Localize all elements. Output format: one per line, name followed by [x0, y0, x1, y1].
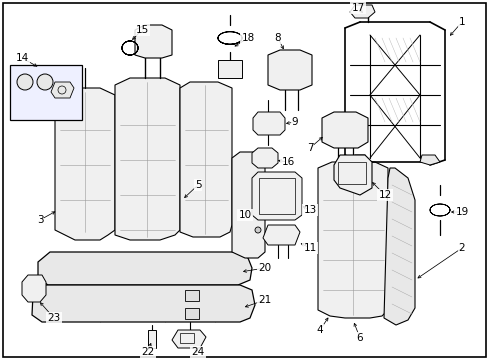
Bar	[259, 178, 294, 214]
Text: 1: 1	[458, 17, 465, 27]
Polygon shape	[55, 88, 115, 240]
Bar	[184, 308, 199, 319]
Text: 15: 15	[135, 25, 148, 35]
Polygon shape	[349, 5, 374, 18]
Polygon shape	[251, 148, 278, 168]
Polygon shape	[263, 225, 299, 245]
Text: 20: 20	[258, 263, 271, 273]
Polygon shape	[251, 172, 302, 220]
Bar	[184, 290, 199, 301]
Text: 19: 19	[454, 207, 468, 217]
Text: 12: 12	[378, 190, 391, 200]
Polygon shape	[252, 112, 285, 135]
Text: 4: 4	[316, 325, 323, 335]
Text: 11: 11	[303, 243, 316, 253]
Polygon shape	[419, 155, 439, 165]
Text: 21: 21	[258, 295, 271, 305]
Text: 17: 17	[351, 3, 364, 13]
Text: 10: 10	[238, 210, 251, 220]
Polygon shape	[231, 152, 264, 258]
Polygon shape	[333, 155, 371, 195]
Circle shape	[17, 74, 33, 90]
Circle shape	[37, 74, 53, 90]
Polygon shape	[172, 330, 205, 348]
Polygon shape	[267, 50, 311, 90]
Polygon shape	[32, 285, 254, 322]
Text: 14: 14	[15, 53, 29, 63]
Text: 6: 6	[356, 333, 363, 343]
Polygon shape	[347, 155, 367, 165]
Polygon shape	[180, 82, 231, 237]
Bar	[180, 333, 194, 343]
Text: 3: 3	[37, 215, 43, 225]
Text: 24: 24	[191, 347, 204, 357]
Bar	[148, 330, 156, 348]
Bar	[337, 162, 365, 184]
Text: 7: 7	[306, 143, 313, 153]
Polygon shape	[321, 112, 367, 148]
Text: 13: 13	[303, 205, 316, 215]
Text: 18: 18	[241, 33, 254, 43]
Polygon shape	[51, 82, 74, 98]
Text: 2: 2	[458, 243, 465, 253]
Text: 16: 16	[281, 157, 294, 167]
Bar	[10, 65, 82, 120]
Circle shape	[254, 227, 261, 233]
Polygon shape	[22, 275, 46, 302]
Polygon shape	[383, 168, 414, 325]
Polygon shape	[38, 252, 251, 285]
Polygon shape	[135, 25, 172, 58]
Text: 8: 8	[274, 33, 281, 43]
Text: 23: 23	[47, 313, 61, 323]
Polygon shape	[115, 78, 180, 240]
Text: 5: 5	[194, 180, 201, 190]
Text: 9: 9	[291, 117, 298, 127]
Text: 22: 22	[141, 347, 154, 357]
Polygon shape	[317, 162, 387, 318]
Bar	[218, 60, 242, 78]
